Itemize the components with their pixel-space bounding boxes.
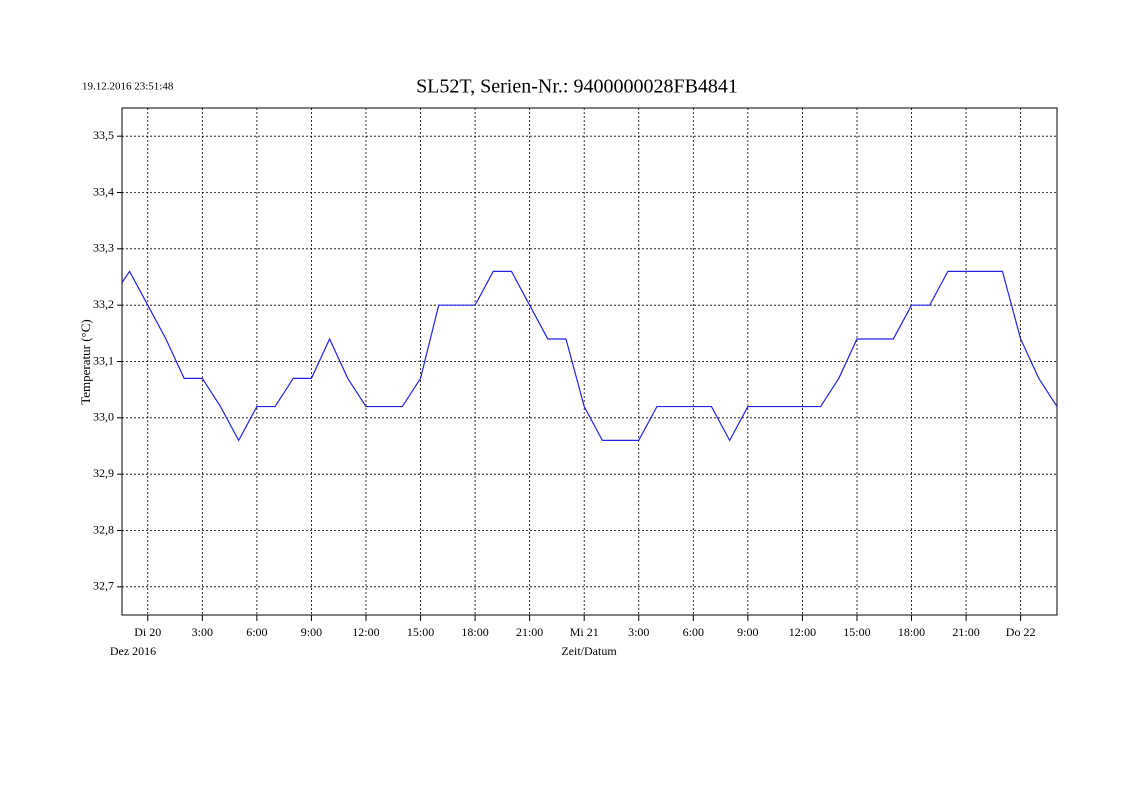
y-tick-label: 33,3 xyxy=(93,241,114,255)
data-line xyxy=(121,270,1058,442)
x-tick-label: 12:00 xyxy=(352,625,379,639)
x-tick-label: 6:00 xyxy=(683,625,704,639)
y-axis-label: Temperatur (°C) xyxy=(78,319,93,405)
x-tick-label: 3:00 xyxy=(192,625,213,639)
x-tick-label: 18:00 xyxy=(898,625,925,639)
y-tick-label: 32,8 xyxy=(93,522,114,536)
x-tick-label: 18:00 xyxy=(461,625,488,639)
y-tick-label: 33,0 xyxy=(93,410,114,424)
x-tick-label: 3:00 xyxy=(628,625,649,639)
x-tick-label: 15:00 xyxy=(843,625,870,639)
x-tick-label: 9:00 xyxy=(737,625,758,639)
x-axis-sublabel: Dez 2016 xyxy=(110,644,156,658)
x-tick-label: 21:00 xyxy=(516,625,543,639)
y-tick-label: 33,2 xyxy=(93,297,114,311)
y-tick-label: 33,1 xyxy=(93,353,114,367)
y-tick-label: 32,7 xyxy=(93,579,114,593)
x-tick-label: 6:00 xyxy=(246,625,267,639)
y-tick-label: 33,5 xyxy=(93,128,114,142)
x-tick-label: 21:00 xyxy=(952,625,979,639)
x-axis-label: Zeit/Datum xyxy=(561,644,617,658)
timestamp: 19.12.2016 23:51:48 xyxy=(82,81,174,93)
x-tick-label: 15:00 xyxy=(407,625,434,639)
x-tick-label: Di 20 xyxy=(134,625,161,639)
x-tick-label: 9:00 xyxy=(301,625,322,639)
y-tick-label: 33,4 xyxy=(93,184,114,198)
x-tick-label: Mi 21 xyxy=(570,625,599,639)
chart-title: SL52T, Serien-Nr.: 9400000028FB4841 xyxy=(416,76,738,98)
x-tick-label: 12:00 xyxy=(789,625,816,639)
y-tick-label: 32,9 xyxy=(93,466,114,480)
x-tick-label: Do 22 xyxy=(1006,625,1036,639)
